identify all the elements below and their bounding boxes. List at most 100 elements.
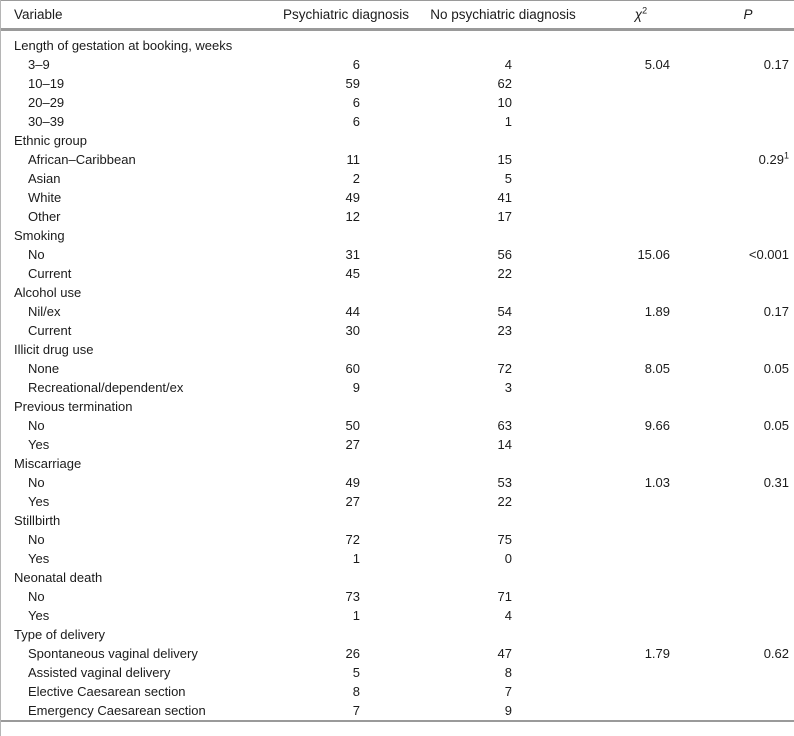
- data-row: Emergency Caesarean section 7 9: [1, 701, 794, 721]
- variable-label: Recreational/dependent/ex: [28, 380, 184, 395]
- no-psychiatric-diagnosis-count: [426, 283, 580, 302]
- data-row: 3–9 6 4 5.04 0.17: [1, 55, 794, 74]
- footnote-marker: 1: [783, 150, 789, 161]
- data-row: Yes 1 4: [1, 606, 794, 625]
- chi-squared-value: 5.04: [644, 57, 670, 72]
- psychiatric-diagnosis-count: 49: [345, 475, 360, 490]
- data-row: Nil/ex 44 54 1.89 0.17: [1, 302, 794, 321]
- chi-symbol: χ: [634, 7, 643, 22]
- col-header-variable: Variable: [14, 7, 63, 22]
- p-value: [702, 492, 794, 511]
- psychiatric-diagnosis-count: 5: [352, 665, 360, 680]
- p-value: [702, 530, 794, 549]
- data-row: Elective Caesarean section 8 7: [1, 682, 794, 701]
- psychiatric-diagnosis-count: [266, 283, 426, 302]
- p-value: [702, 682, 794, 701]
- no-psychiatric-diagnosis-count: 47: [497, 646, 512, 661]
- chi-squared-value: [580, 549, 702, 568]
- no-psychiatric-diagnosis-count: 41: [497, 190, 512, 205]
- variable-label: African–Caribbean: [28, 152, 136, 167]
- psychiatric-diagnosis-count: 60: [345, 361, 360, 376]
- chi-squared-value: [580, 701, 702, 721]
- chi-squared-value: [580, 93, 702, 112]
- chi-squared-value: [580, 283, 702, 302]
- group-row: Stillbirth: [1, 511, 794, 530]
- psychiatric-diagnosis-count: 6: [352, 95, 360, 110]
- p-value: 0.17: [763, 304, 789, 319]
- data-row: No 73 71: [1, 587, 794, 606]
- variable-label: No: [28, 589, 45, 604]
- psychiatric-diagnosis-count: 7: [352, 703, 360, 718]
- chi-squared-value: [580, 30, 702, 56]
- variable-label: Nil/ex: [28, 304, 61, 319]
- p-value: [702, 454, 794, 473]
- chi-squared-value: [580, 264, 702, 283]
- no-psychiatric-diagnosis-count: 54: [497, 304, 512, 319]
- p-value: [702, 321, 794, 340]
- chi-squared-value: [580, 587, 702, 606]
- no-psychiatric-diagnosis-count: 62: [497, 76, 512, 91]
- variable-label: Current: [28, 266, 72, 281]
- no-psychiatric-diagnosis-count: [426, 340, 580, 359]
- variable-label: 3–9: [28, 57, 50, 72]
- no-psychiatric-diagnosis-count: 22: [497, 266, 512, 281]
- variable-label: No: [28, 532, 45, 547]
- chi-squared-value: [580, 492, 702, 511]
- p-value: [702, 283, 794, 302]
- p-value: [702, 169, 794, 188]
- table-header: Variable Psychiatric diagnosis No psychi…: [1, 1, 794, 30]
- no-psychiatric-diagnosis-count: 7: [504, 684, 512, 699]
- data-row: Yes 27 22: [1, 492, 794, 511]
- p-value: [702, 625, 794, 644]
- group-row: Illicit drug use: [1, 340, 794, 359]
- no-psychiatric-diagnosis-count: 22: [497, 494, 512, 509]
- psychiatric-diagnosis-count: [266, 340, 426, 359]
- psychiatric-diagnosis-count: 27: [345, 494, 360, 509]
- p-value: [702, 30, 794, 56]
- data-row: Spontaneous vaginal delivery 26 47 1.79 0.62: [1, 644, 794, 663]
- p-value: [702, 663, 794, 682]
- psychiatric-diagnosis-count: 6: [352, 114, 360, 129]
- data-row: 10–19 59 62: [1, 74, 794, 93]
- p-value: [702, 701, 794, 721]
- psychiatric-diagnosis-count: 9: [352, 380, 360, 395]
- group-row: Alcohol use: [1, 283, 794, 302]
- psychiatric-diagnosis-count: [266, 30, 426, 56]
- variable-label: 30–39: [28, 114, 65, 129]
- chi-squared-value: [580, 568, 702, 587]
- chi-squared-value: [580, 169, 702, 188]
- psychiatric-diagnosis-count: 59: [345, 76, 360, 91]
- variable-group-label: Stillbirth: [14, 513, 61, 528]
- variable-label: Assisted vaginal delivery: [28, 665, 171, 680]
- psychiatric-diagnosis-count: 6: [352, 57, 360, 72]
- psychiatric-diagnosis-count: 2: [352, 171, 360, 186]
- psychiatric-diagnosis-count: 8: [352, 684, 360, 699]
- psychiatric-diagnosis-count: 1: [352, 608, 360, 623]
- col-header-chi-squared: χ2: [580, 1, 702, 30]
- no-psychiatric-diagnosis-count: 72: [497, 361, 512, 376]
- data-row: Yes 1 0: [1, 549, 794, 568]
- data-row: Other 12 17: [1, 207, 794, 226]
- data-row: No 49 53 1.03 0.31: [1, 473, 794, 492]
- no-psychiatric-diagnosis-count: 3: [504, 380, 512, 395]
- no-psychiatric-diagnosis-count: 5: [504, 171, 512, 186]
- variable-group-label: Length of gestation at booking, weeks: [14, 38, 233, 53]
- chi-squared-value: [580, 511, 702, 530]
- p-value: [702, 397, 794, 416]
- chi-squared-value: [580, 663, 702, 682]
- data-row: 30–39 6 1: [1, 112, 794, 131]
- psychiatric-diagnosis-count: 31: [345, 247, 360, 262]
- data-row: Asian 2 5: [1, 169, 794, 188]
- variable-group-label: Smoking: [14, 228, 65, 243]
- psychiatric-diagnosis-count: 44: [345, 304, 360, 319]
- no-psychiatric-diagnosis-count: 75: [497, 532, 512, 547]
- group-row: Neonatal death: [1, 568, 794, 587]
- data-row: 20–29 6 10: [1, 93, 794, 112]
- col-header-p-value: P: [743, 7, 753, 22]
- variable-group-label: Previous termination: [14, 399, 133, 414]
- no-psychiatric-diagnosis-count: 15: [497, 152, 512, 167]
- variable-label: No: [28, 247, 45, 262]
- variable-label: Asian: [28, 171, 61, 186]
- group-row: Miscarriage: [1, 454, 794, 473]
- table-header-row: Variable Psychiatric diagnosis No psychi…: [1, 1, 794, 30]
